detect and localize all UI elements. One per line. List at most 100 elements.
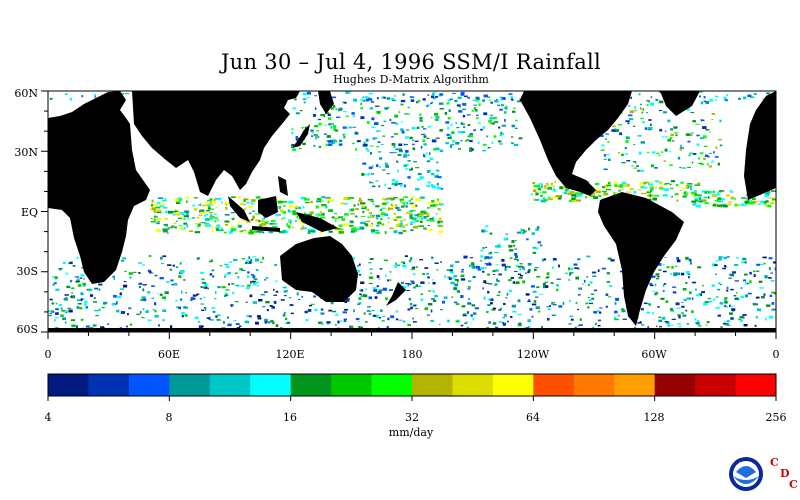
rain-pixel	[673, 126, 678, 129]
rain-pixel	[366, 208, 370, 210]
rain-pixel	[568, 299, 572, 302]
rain-pixel	[332, 139, 336, 143]
rain-pixel	[449, 269, 453, 272]
rain-pixel	[301, 295, 304, 298]
rain-pixel	[349, 196, 355, 199]
rain-pixel	[190, 299, 193, 302]
rain-pixel	[237, 224, 240, 228]
rain-pixel	[747, 94, 752, 97]
rain-pixel	[373, 122, 379, 126]
rain-pixel	[260, 261, 263, 263]
rain-pixel	[501, 258, 505, 262]
rain-pixel	[718, 139, 722, 141]
rain-pixel	[420, 298, 424, 302]
rain-pixel	[209, 208, 214, 210]
rain-pixel	[444, 275, 446, 278]
rain-pixel	[380, 309, 383, 312]
rain-pixel	[217, 224, 220, 227]
rain-pixel	[93, 297, 96, 300]
rain-pixel	[771, 190, 776, 192]
rain-pixel	[625, 191, 632, 193]
rain-pixel	[475, 96, 480, 99]
rain-pixel	[676, 307, 681, 309]
rain-pixel	[201, 278, 205, 281]
rain-pixel	[151, 285, 155, 287]
rain-pixel	[514, 248, 518, 250]
rain-pixel	[419, 176, 424, 179]
rain-pixel	[733, 264, 739, 266]
rain-pixel	[354, 208, 359, 211]
rain-pixel	[497, 280, 500, 283]
rain-pixel	[397, 154, 402, 156]
rain-pixel	[468, 297, 470, 301]
rain-pixel	[706, 321, 710, 324]
rain-pixel	[367, 198, 374, 201]
rain-pixel	[427, 276, 430, 279]
rain-pixel	[200, 286, 203, 288]
rain-pixel	[742, 96, 747, 100]
rain-pixel	[367, 98, 373, 101]
rain-pixel	[328, 143, 333, 146]
rain-pixel	[546, 276, 550, 279]
rain-pixel	[113, 303, 118, 306]
rain-pixel	[602, 186, 605, 189]
rain-pixel	[340, 202, 345, 205]
rain-pixel	[183, 222, 188, 225]
rain-pixel	[647, 194, 650, 197]
rain-pixel	[701, 190, 706, 193]
rain-pixel	[591, 271, 597, 274]
rain-pixel	[175, 299, 178, 302]
rain-pixel	[211, 229, 214, 233]
rain-pixel	[394, 183, 398, 186]
rain-pixel	[209, 204, 214, 206]
rain-pixel	[719, 257, 722, 261]
rain-pixel	[360, 226, 365, 230]
rain-pixel	[248, 231, 254, 235]
rain-pixel	[435, 201, 441, 204]
rain-pixel	[488, 261, 491, 264]
rain-pixel	[142, 308, 145, 311]
rain-pixel	[691, 200, 697, 203]
rain-pixel	[550, 182, 553, 185]
rain-pixel	[426, 169, 431, 173]
rain-pixel	[670, 133, 674, 137]
rain-pixel	[419, 220, 423, 223]
rain-pixel	[268, 230, 274, 234]
rain-pixel	[71, 295, 76, 299]
rain-pixel	[472, 266, 476, 269]
rain-pixel	[376, 145, 380, 148]
rain-pixel	[571, 194, 577, 197]
rain-pixel	[717, 200, 723, 203]
rain-pixel	[71, 287, 75, 290]
rain-pixel	[264, 291, 268, 293]
rain-pixel	[94, 96, 97, 98]
rain-pixel	[378, 316, 382, 319]
rain-pixel	[224, 201, 230, 205]
rain-pixel	[661, 151, 664, 153]
rain-pixel	[391, 136, 394, 138]
rain-pixel	[606, 280, 611, 283]
rain-pixel	[370, 272, 373, 274]
rain-pixel	[320, 308, 324, 311]
rain-pixel	[541, 259, 544, 262]
rain-pixel	[639, 182, 644, 185]
rain-pixel	[593, 196, 599, 200]
rain-pixel	[752, 302, 756, 306]
rain-pixel	[330, 125, 333, 129]
rain-pixel	[455, 141, 460, 145]
rain-pixel	[406, 201, 409, 205]
rain-pixel	[52, 282, 55, 286]
rain-pixel	[369, 310, 372, 313]
rain-pixel	[659, 181, 663, 184]
rain-pixel	[203, 307, 207, 309]
rain-pixel	[691, 192, 695, 196]
rain-pixel	[351, 227, 357, 231]
rain-pixel	[185, 292, 187, 294]
rain-pixel	[211, 226, 214, 229]
rain-pixel	[770, 280, 775, 282]
rain-pixel	[238, 224, 242, 228]
rain-pixel	[308, 213, 313, 216]
rain-pixel	[248, 315, 253, 318]
rain-pixel	[251, 280, 256, 283]
rain-pixel	[98, 308, 101, 312]
